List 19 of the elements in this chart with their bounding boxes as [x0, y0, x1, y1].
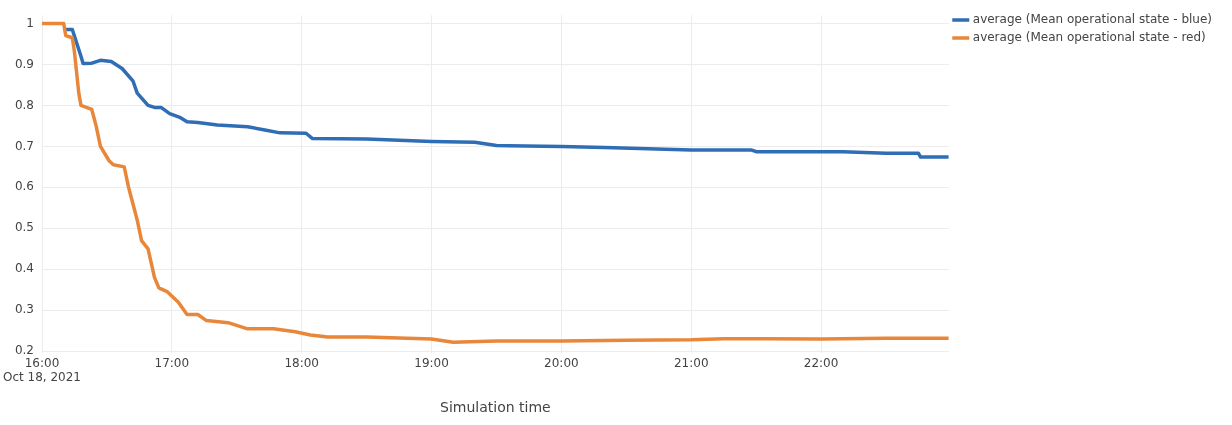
x-tick-label: 17:00 — [154, 355, 190, 370]
y-tick-label: 0.6 — [14, 179, 34, 194]
y-tick-label: 1 — [26, 15, 34, 30]
x-tick-label: 19:00 — [414, 355, 449, 370]
legend-label: average (Mean operational state - blue) — [972, 12, 1213, 27]
x-axis-title: Simulation time — [440, 399, 551, 416]
y-tick-label: 0.2 — [14, 343, 34, 358]
y-tick-label: 0.5 — [14, 220, 34, 235]
x-tick-label: 21:00 — [673, 355, 709, 370]
legend-label: average (Mean operational state - red) — [972, 30, 1206, 45]
y-tick-label: 0.4 — [14, 261, 34, 276]
x-tick-label: 22:00 — [803, 355, 839, 370]
x-tick-label: 18:00 — [284, 355, 319, 370]
y-tick-label: 0.8 — [14, 97, 34, 112]
x-tick-label: 16:00 Oct 18, 2021 — [3, 355, 81, 385]
y-tick-label: 0.9 — [14, 56, 34, 71]
x-tick-label: 20:00 — [544, 355, 579, 370]
y-tick-label: 0.7 — [14, 138, 34, 153]
y-tick-label: 0.3 — [14, 302, 34, 317]
